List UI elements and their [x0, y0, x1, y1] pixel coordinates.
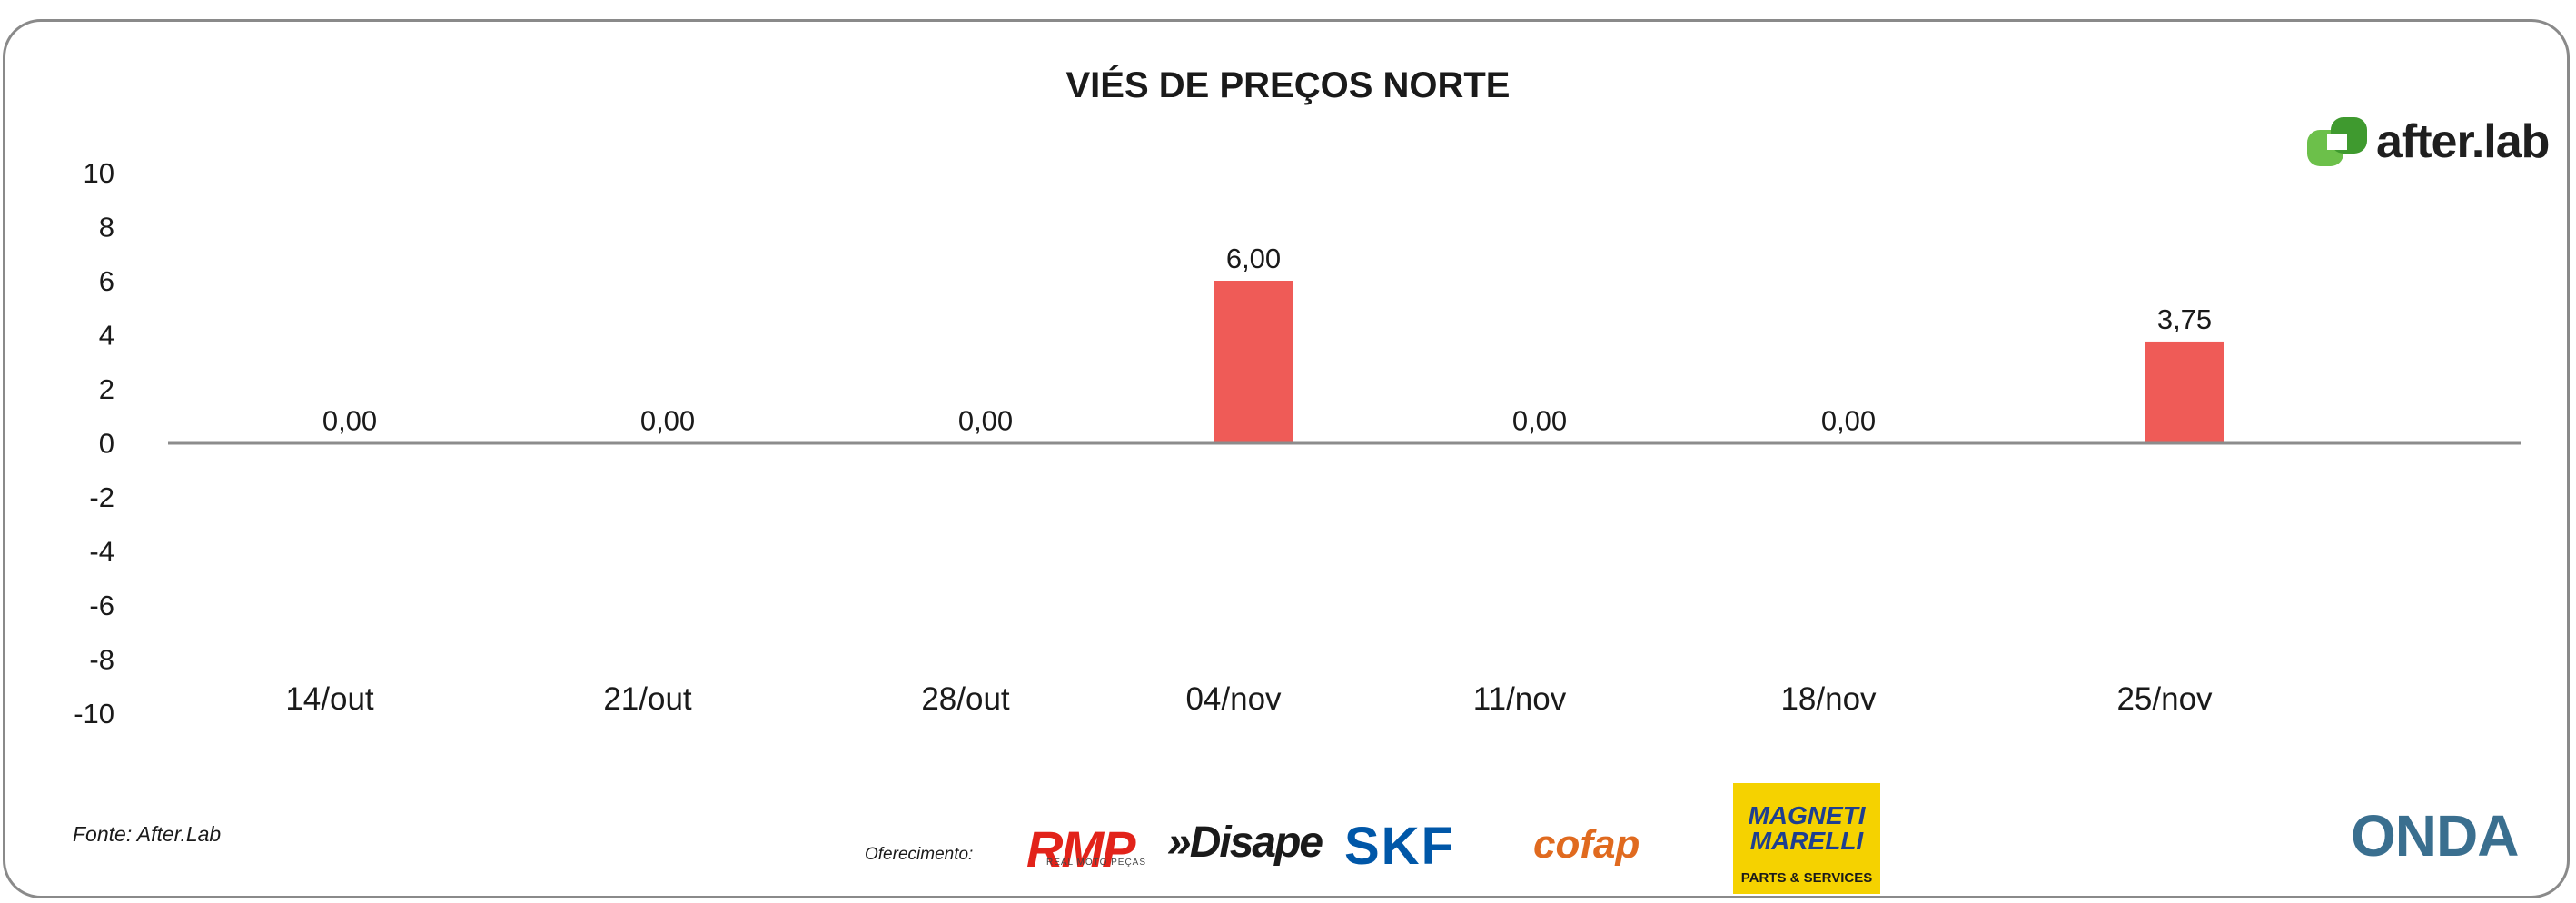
x-tick-label: 14/out	[285, 681, 374, 717]
y-tick-label: 6	[99, 265, 114, 297]
magneti-line1: MAGNETI	[1748, 801, 1866, 829]
skf-logo: SKF	[1344, 817, 1455, 876]
y-tick-label: 8	[99, 212, 114, 243]
rmp-logo: RMP	[1026, 820, 1135, 878]
y-tick-label: -8	[89, 644, 114, 676]
x-tick-label: 04/nov	[1185, 681, 1282, 717]
magneti-marelli-logo: MAGNETI MARELLI PARTS & SERVICES	[1733, 783, 1880, 894]
data-label: 0,00	[958, 405, 1013, 437]
y-tick-label: 2	[99, 373, 114, 405]
magneti-line2: MARELLI	[1749, 827, 1864, 855]
y-tick-label: 0	[99, 428, 114, 460]
chart-frame	[3, 19, 2570, 898]
bar	[1214, 281, 1293, 443]
disape-logo: »Disape	[1167, 819, 1323, 867]
sponsor-label: Oferecimento:	[865, 845, 974, 864]
data-label: 0,00	[1512, 405, 1567, 437]
bar	[2145, 341, 2224, 443]
y-tick-label: 4	[99, 320, 114, 352]
source-note: Fonte: After.Lab	[73, 822, 222, 846]
afterlab-logo: after.lab	[2307, 114, 2550, 169]
magneti-subtitle: PARTS & SERVICES	[1740, 870, 1873, 886]
onda-logo: ONDA	[2351, 803, 2519, 868]
x-tick-label: 28/out	[921, 681, 1010, 717]
afterlab-mark-icon	[2307, 117, 2367, 166]
y-tick-label: -2	[89, 481, 114, 513]
data-label: 3,75	[2157, 303, 2212, 335]
data-label: 6,00	[1226, 243, 1281, 274]
x-tick-label: 11/nov	[1473, 681, 1567, 717]
cofap-logo: cofap	[1533, 822, 1640, 867]
afterlab-wordmark: after.lab	[2376, 115, 2550, 168]
y-tick-label: -4	[89, 536, 114, 568]
x-tick-label: 25/nov	[2116, 681, 2213, 717]
x-tick-label: 18/nov	[1780, 681, 1877, 717]
y-tick-label: -6	[89, 590, 114, 621]
y-tick-label: 10	[84, 157, 114, 189]
data-label: 0,00	[1821, 405, 1876, 437]
x-tick-label: 21/out	[603, 681, 692, 717]
data-label: 0,00	[640, 405, 695, 437]
y-tick-label: -10	[74, 698, 114, 729]
chart-title: VIÉS DE PREÇOS NORTE	[1065, 65, 1511, 105]
data-label: 0,00	[322, 405, 377, 437]
rmp-logo-subtitle: REAL MOTO PEÇAS	[1046, 858, 1147, 868]
